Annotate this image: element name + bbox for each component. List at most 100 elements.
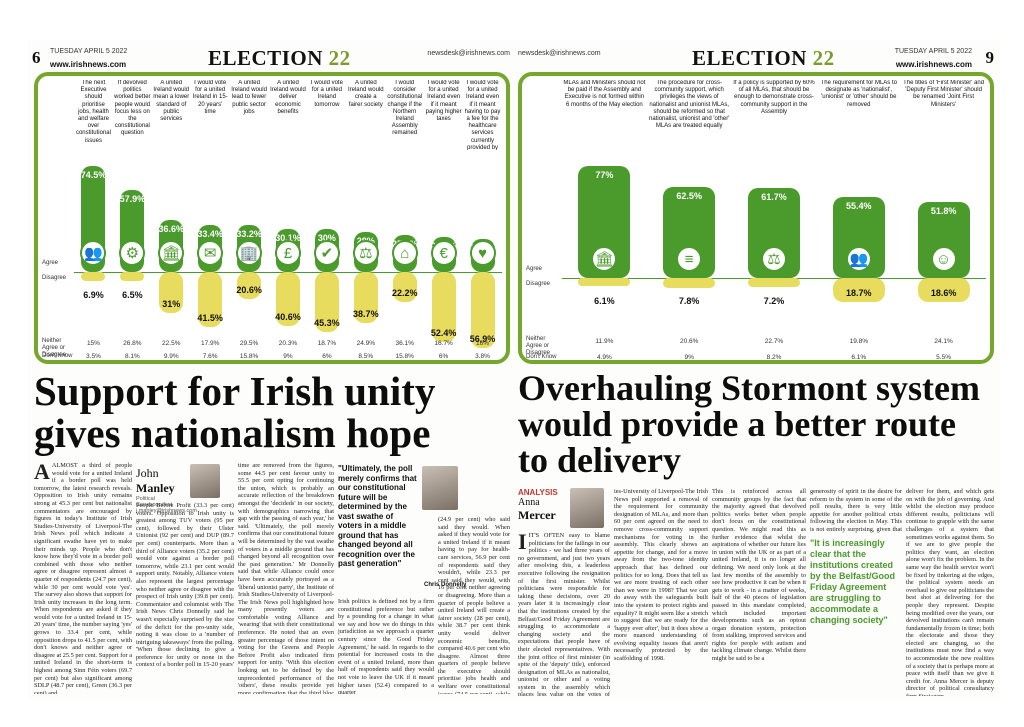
section-title: ELECTION 22 <box>208 46 351 70</box>
disagree-bar <box>276 272 300 326</box>
category-label: The requirement for MLAs to designate as… <box>820 80 897 108</box>
neither-value: 20.3% <box>278 340 298 347</box>
agree-value: 74.5% <box>80 170 107 181</box>
article-column: A ALMOST a third of people would vote for… <box>34 462 132 694</box>
parliament-icon: 🏛 <box>591 246 618 272</box>
email: newsdesk@irishnews.com <box>427 50 510 57</box>
dontknow-value: 7.6% <box>202 353 218 360</box>
gears-icon: ⚙ <box>119 240 146 266</box>
agree-value: 57.9% <box>119 193 146 204</box>
disagree-bar <box>353 272 378 324</box>
category-label: I would consider constitutional change i… <box>387 80 423 137</box>
scales-icon: ⚖ <box>352 240 379 266</box>
people-icon: 👥 <box>80 240 107 266</box>
quote-photo <box>422 466 458 510</box>
disagree-value: 38.7% <box>353 309 379 320</box>
disagree-bar <box>237 272 262 300</box>
health-icon: ♥ <box>469 240 496 266</box>
dontknow-value: 6% <box>322 353 332 360</box>
article-column: deliver for them, and which gets on with… <box>906 488 994 696</box>
disagree-value: 18.6% <box>930 288 957 299</box>
agree-value: 36.6% <box>158 224 185 235</box>
dontknow-value: 15.8% <box>239 353 259 360</box>
disagree-value: 6.9% <box>83 290 104 300</box>
disagree-bar <box>832 278 885 303</box>
disagree-value: 20.6% <box>236 285 262 296</box>
author-first: Anna <box>518 497 540 508</box>
drop-cap: I <box>518 532 527 554</box>
poll-chart: Agree Disagree Neither Agree or Disagree Do… <box>518 72 994 364</box>
category-label: A united Ireland would mean a lower stan… <box>153 80 190 123</box>
ministers-icon: ☺ <box>930 246 957 272</box>
disagree-value: 41.5% <box>197 313 223 324</box>
category-label: I would vote for a united Ireland in 15-… <box>192 80 228 115</box>
analysis-label: ANALYSIS <box>518 488 558 497</box>
dontknow-value: 3.8% <box>475 353 490 360</box>
disagree-bar <box>663 278 716 289</box>
category-label: The next Executive should prioritise job… <box>75 80 111 144</box>
article-column: generosity of spirit in the desire for r… <box>810 488 902 534</box>
building-icon: 🏢 <box>236 240 263 266</box>
disagree-bar <box>470 272 495 348</box>
disagree-bar <box>917 278 970 303</box>
agree-value: 51.8% <box>930 206 957 217</box>
pull-quote: "It is increasingly clear that the insti… <box>810 538 896 625</box>
neither-value: 22.7% <box>764 338 784 345</box>
section-title: ELECTION 22 <box>692 46 835 70</box>
disagree-value: 52.4% <box>430 327 457 338</box>
disagree-value: 18.7% <box>846 288 872 299</box>
author-photo <box>190 464 220 498</box>
dontknow-value: 6% <box>438 353 449 360</box>
neither-value: 18.7% <box>317 340 337 347</box>
dontknow-value: 9% <box>283 353 293 360</box>
disagree-value: 6.5% <box>122 290 143 300</box>
byline: ANALYSIS Anna Mercer <box>518 488 568 523</box>
author-last: Mercer <box>518 508 556 522</box>
right-page: newsdesk@irishnews.com ELECTION 22 TUESD… <box>512 40 1000 700</box>
dontknow-value: 9.9% <box>163 353 179 360</box>
category-label: I would vote for a united Ireland even i… <box>425 80 462 123</box>
agree-value: 77% <box>595 169 614 180</box>
headline: Overhauling Stormont system would provid… <box>518 368 980 480</box>
quote-credit: Chris Donnelly <box>424 582 467 588</box>
money-icon: € <box>430 240 457 266</box>
disagree-label: Disagree <box>526 281 551 287</box>
disagree-value: 45.3% <box>314 318 340 329</box>
agree-label: Agree <box>42 260 59 266</box>
article-column: This is reinforced across all community … <box>712 488 806 663</box>
disagree-value: 22.2% <box>391 287 418 298</box>
neither-value: 29.5% <box>239 340 259 347</box>
article-column: ies-University of Liverpool-The Irish Ne… <box>614 488 708 663</box>
category-label: A united Ireland would create a fairer s… <box>347 80 384 108</box>
article-column: time are removed from the figures, some … <box>238 462 334 694</box>
disagree-value: 40.6% <box>275 311 301 322</box>
disagree-bar <box>578 278 631 286</box>
neither-value: 17.9% <box>200 340 220 347</box>
neither-value: 19.8% <box>849 338 869 345</box>
agree-value: 33.2% <box>236 228 262 239</box>
page-number: 6 <box>32 48 41 67</box>
dontknow-value: 8.2% <box>766 354 782 361</box>
agree-value: 30% <box>317 233 336 244</box>
author-role: Political Correspondent <box>136 496 173 508</box>
headline: Support for Irish unity gives nationalis… <box>34 368 436 456</box>
agree-value: 33.4% <box>197 228 223 239</box>
disagree-value: 7.8% <box>678 296 700 306</box>
category-label: The titles of 'First Minister' and 'Depu… <box>903 80 985 108</box>
page-number: 9 <box>985 48 995 67</box>
agree-value: 62.5% <box>676 190 702 201</box>
dontknow-label: Don't Know <box>42 353 73 359</box>
article-body: ANALYSIS Anna Mercer I IT'S OFTEN easy to … <box>518 488 994 698</box>
category-label: I would vote for a united Ireland tomorr… <box>310 80 343 108</box>
neither-value: 22.5% <box>162 340 181 347</box>
disagree-label: Disagree <box>42 275 67 281</box>
site-url: www.irishnews.com <box>895 60 972 69</box>
author-email[interactable]: j.manley@irishnews.com <box>136 508 197 514</box>
neither-value: 26.8% <box>123 340 142 347</box>
neither-value: 15% <box>86 340 100 347</box>
category-label: I would vote for a united Ireland even i… <box>464 80 501 150</box>
poll-chart: Agree Disagree Neither Agree or Disagree Do… <box>34 72 510 364</box>
issue-date: TUESDAY APRIL 5 2022 <box>50 48 128 55</box>
neither-value: 11.9% <box>595 338 614 345</box>
people-equal-icon: ≡ <box>676 246 703 272</box>
